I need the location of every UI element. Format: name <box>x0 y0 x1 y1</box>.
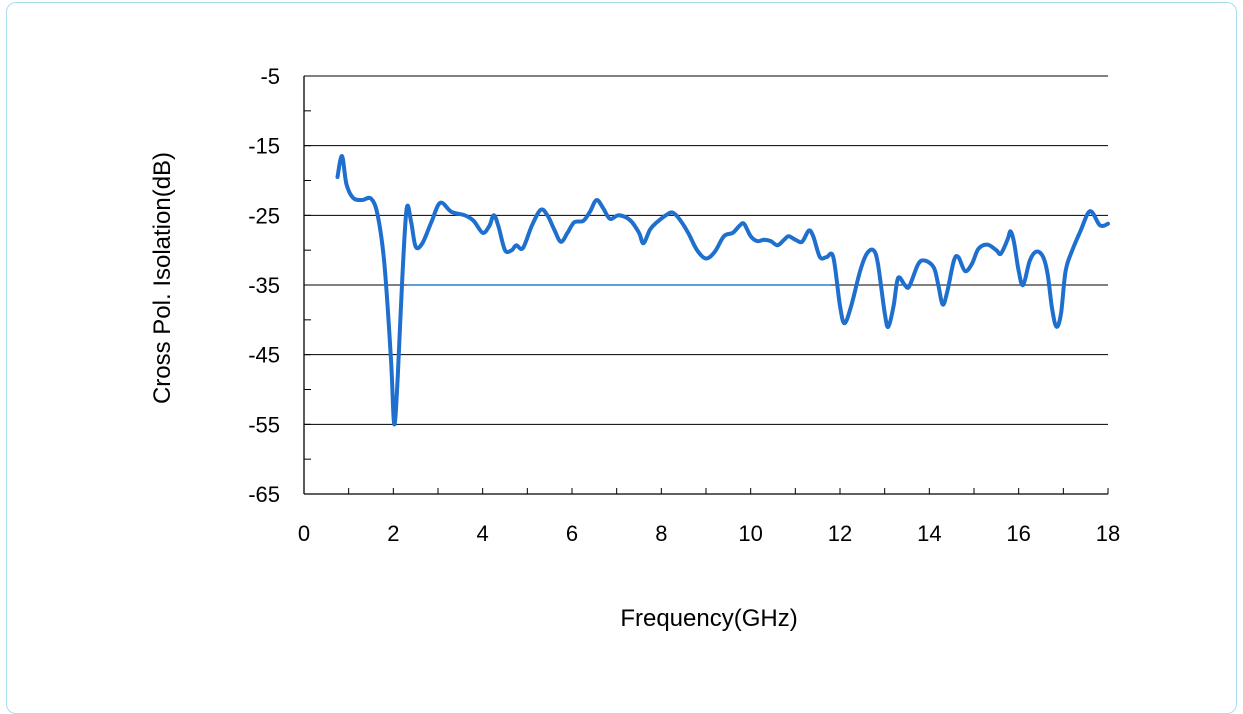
chart-frame <box>6 2 1237 714</box>
x-tick-label: 12 <box>828 521 852 546</box>
x-tick-label: 0 <box>298 521 310 546</box>
x-tick-label: 2 <box>387 521 399 546</box>
x-tick-label: 10 <box>738 521 762 546</box>
y-tick-label: -25 <box>248 203 280 228</box>
y-tick-label: -5 <box>260 64 280 89</box>
x-tick-label: 14 <box>917 521 941 546</box>
y-tick-label: -35 <box>248 273 280 298</box>
x-axis-label: Frequency(GHz) <box>620 605 797 632</box>
y-tick-label: -65 <box>248 482 280 507</box>
y-tick-label: -15 <box>248 134 280 159</box>
y-tick-label: -55 <box>248 412 280 437</box>
x-tick-label: 18 <box>1096 521 1120 546</box>
x-tick-label: 6 <box>566 521 578 546</box>
series-line <box>335 154 1110 427</box>
y-tick-label: -45 <box>248 343 280 368</box>
x-tick-label: 16 <box>1006 521 1030 546</box>
y-axis-label: Cross Pol. Isolation(dB) <box>149 152 176 404</box>
x-tick-label: 8 <box>655 521 667 546</box>
x-tick-label: 4 <box>477 521 489 546</box>
